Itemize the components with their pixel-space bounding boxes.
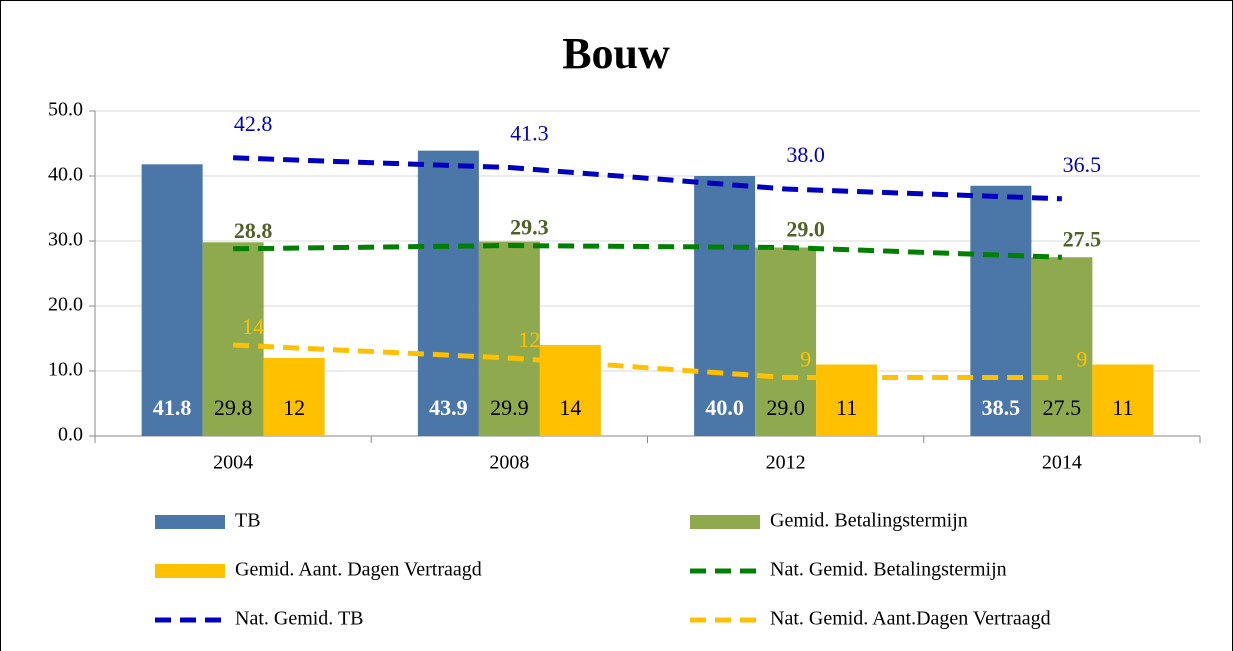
bar-value-label: 38.5 bbox=[982, 395, 1021, 420]
x-tick-label: 2014 bbox=[1042, 452, 1082, 474]
bar bbox=[970, 185, 1032, 436]
line-value-label: 28.8 bbox=[234, 218, 273, 243]
chart-title: Bouw bbox=[562, 29, 670, 78]
bar-value-label: 29.9 bbox=[490, 395, 529, 420]
bar bbox=[263, 358, 325, 436]
dashed-line bbox=[233, 155, 1062, 202]
line-value-label: 14 bbox=[242, 314, 264, 339]
y-tick-label: 30.0 bbox=[48, 229, 83, 251]
legend-swatch bbox=[155, 515, 225, 529]
y-tick-label: 0.0 bbox=[58, 424, 83, 446]
legend-label: Gemid. Betalingstermijn bbox=[770, 510, 968, 532]
line-value-label: 9 bbox=[1076, 347, 1087, 372]
legend-label: TB bbox=[235, 510, 261, 532]
bar bbox=[1092, 364, 1154, 436]
bar bbox=[202, 242, 264, 436]
bar-value-label: 40.0 bbox=[705, 395, 744, 420]
legend-swatch bbox=[155, 564, 225, 578]
bar-value-label: 14 bbox=[559, 395, 581, 420]
bar bbox=[1031, 257, 1093, 436]
bar bbox=[141, 164, 203, 437]
bar-value-label: 11 bbox=[1112, 395, 1133, 420]
x-tick-label: 2008 bbox=[489, 452, 529, 474]
dashed-line bbox=[233, 342, 1062, 380]
bar-value-label: 29.0 bbox=[766, 395, 805, 420]
bar bbox=[755, 247, 817, 436]
legend-label: Nat. Gemid. Aant.Dagen Vertraagd bbox=[770, 608, 1051, 630]
line-value-label: 12 bbox=[518, 327, 540, 352]
line-value-label: 27.5 bbox=[1063, 226, 1102, 251]
bar-value-label: 11 bbox=[836, 395, 857, 420]
bar bbox=[694, 176, 756, 436]
bar bbox=[539, 345, 601, 436]
bar bbox=[417, 150, 479, 436]
y-tick-label: 20.0 bbox=[48, 294, 83, 316]
bar-value-label: 43.9 bbox=[429, 395, 468, 420]
y-tick-label: 40.0 bbox=[48, 164, 83, 186]
line-value-label: 38.0 bbox=[786, 142, 825, 167]
y-tick-label: 10.0 bbox=[48, 359, 83, 381]
bar-value-label: 12 bbox=[283, 395, 305, 420]
line-value-label: 9 bbox=[800, 347, 811, 372]
bar-value-label: 29.8 bbox=[214, 395, 253, 420]
legend-label: Nat. Gemid. Betalingstermijn bbox=[770, 559, 1007, 581]
dashed-line bbox=[233, 243, 1062, 260]
legend-label: Gemid. Aant. Dagen Vertraagd bbox=[235, 559, 482, 581]
line-value-label: 42.8 bbox=[234, 111, 273, 136]
x-tick-label: 2012 bbox=[766, 452, 806, 474]
line-value-label: 29.3 bbox=[510, 215, 549, 240]
legend-swatch bbox=[690, 515, 760, 529]
line-value-label: 41.3 bbox=[510, 121, 549, 146]
bar bbox=[478, 241, 540, 436]
x-tick-label: 2004 bbox=[213, 452, 253, 474]
bar-value-label: 27.5 bbox=[1043, 395, 1082, 420]
line-value-label: 36.5 bbox=[1063, 152, 1102, 177]
line-value-label: 29.0 bbox=[786, 217, 825, 242]
bar-value-label: 41.8 bbox=[153, 395, 192, 420]
y-tick-label: 50.0 bbox=[48, 99, 83, 121]
legend-label: Nat. Gemid. TB bbox=[235, 608, 364, 630]
